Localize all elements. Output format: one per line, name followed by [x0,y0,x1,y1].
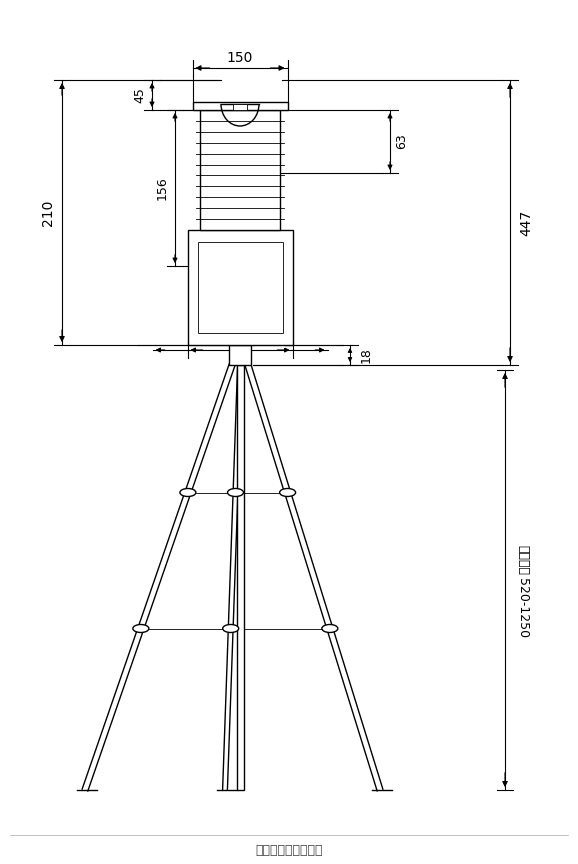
Bar [187,230,292,345]
Ellipse shape [280,488,295,497]
Ellipse shape [322,625,338,632]
Text: 63: 63 [395,134,409,149]
Text: 梓辉家电信息资讯网: 梓辉家电信息资讯网 [255,843,323,856]
Text: 45: 45 [134,87,146,103]
Bar [192,102,287,110]
Text: 150: 150 [227,51,253,65]
Ellipse shape [180,488,196,497]
Bar [200,110,280,230]
Bar [236,365,243,790]
Ellipse shape [133,625,149,632]
Text: 156: 156 [155,176,169,200]
Text: 520-1250: 520-1250 [517,578,529,638]
Bar [229,345,251,365]
Bar [233,104,247,110]
Text: 18: 18 [360,347,373,363]
Text: 210: 210 [41,200,55,226]
Ellipse shape [223,625,239,632]
Text: 160: 160 [257,333,283,347]
Text: 447: 447 [519,209,533,236]
Ellipse shape [228,488,243,497]
Text: 伸缩范围: 伸缩范围 [517,545,529,575]
Bar [198,242,283,333]
